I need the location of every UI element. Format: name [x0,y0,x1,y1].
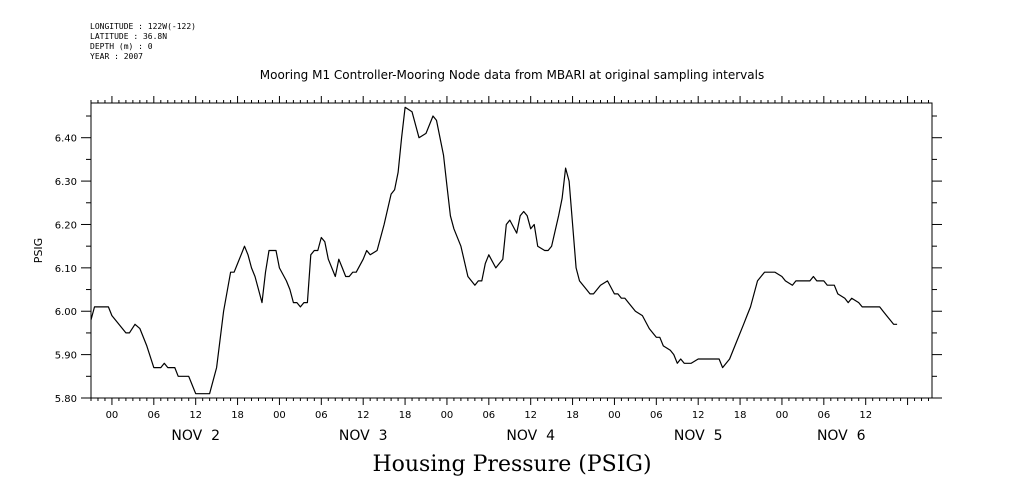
y-tick-label: 6.20 [55,220,77,231]
x-tick-label: 00 [608,410,621,421]
axes [90,102,933,399]
x-tick-label: 06 [315,410,328,421]
y-tick-label: 5.90 [55,351,77,362]
x-day-label: NOV 3 [339,428,388,444]
x-tick-label: 00 [273,410,286,421]
x-day-label: NOV 2 [171,428,220,444]
longitude-label: LONGITUDE : 122W(-122) [90,22,196,31]
x-tick-label: 06 [817,410,830,421]
y-tick-label: 6.30 [55,177,77,188]
plot-frame [90,102,933,399]
depth-label: DEPTH (m) : 0 [90,42,153,51]
series-line [90,106,898,395]
y-tick-label: 5.80 [55,394,77,405]
x-tick-label: 06 [650,410,663,421]
series-layer [90,106,898,395]
x-tick-label: 00 [776,410,789,421]
metadata-block: LONGITUDE : 122W(-122) LATITUDE : 36.8N … [90,22,196,62]
y-tick-label: 6.00 [55,307,77,318]
x-tick-label: 12 [692,410,705,421]
latitude-label: LATITUDE : 36.8N [90,32,168,41]
x-tick-label: 06 [147,410,160,421]
x-tick-label: 18 [734,410,747,421]
x-day-label: NOV 6 [817,428,866,444]
x-tick-label: 12 [189,410,202,421]
x-tick-label: 18 [399,410,412,421]
x-tick-label: 06 [482,410,495,421]
x-day-label: NOV 5 [674,428,723,444]
x-tick-label: 12 [859,410,872,421]
x-tick-label: 00 [106,410,119,421]
ticks [81,96,942,405]
x-tick-label: 00 [441,410,454,421]
x-tick-label: 18 [566,410,579,421]
y-tick-label: 6.10 [55,264,77,275]
x-axis-title: Housing Pressure (PSIG) [372,452,652,477]
y-tick-label: 6.40 [55,134,77,145]
tick-labels: 5.80 5.90 6.00 6.10 6.20 6.30 6.40 00 06 12 18 00 06… [32,134,872,444]
chart-title: Mooring M1 Controller-Mooring Node data … [259,68,765,82]
y-axis-title: PSIG [32,238,45,263]
x-tick-label: 18 [231,410,244,421]
x-day-label: NOV 4 [506,428,555,444]
x-tick-label: 12 [524,410,537,421]
year-label: YEAR : 2007 [90,52,143,61]
x-tick-label: 12 [357,410,370,421]
